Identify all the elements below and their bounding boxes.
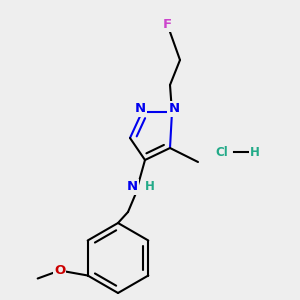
Text: H: H <box>250 146 260 158</box>
Text: O: O <box>54 264 65 277</box>
Text: N: N <box>134 103 146 116</box>
Text: Cl: Cl <box>216 146 228 158</box>
Text: H: H <box>145 181 155 194</box>
Text: N: N <box>168 103 180 116</box>
Text: F: F <box>162 17 172 31</box>
Text: N: N <box>126 181 138 194</box>
